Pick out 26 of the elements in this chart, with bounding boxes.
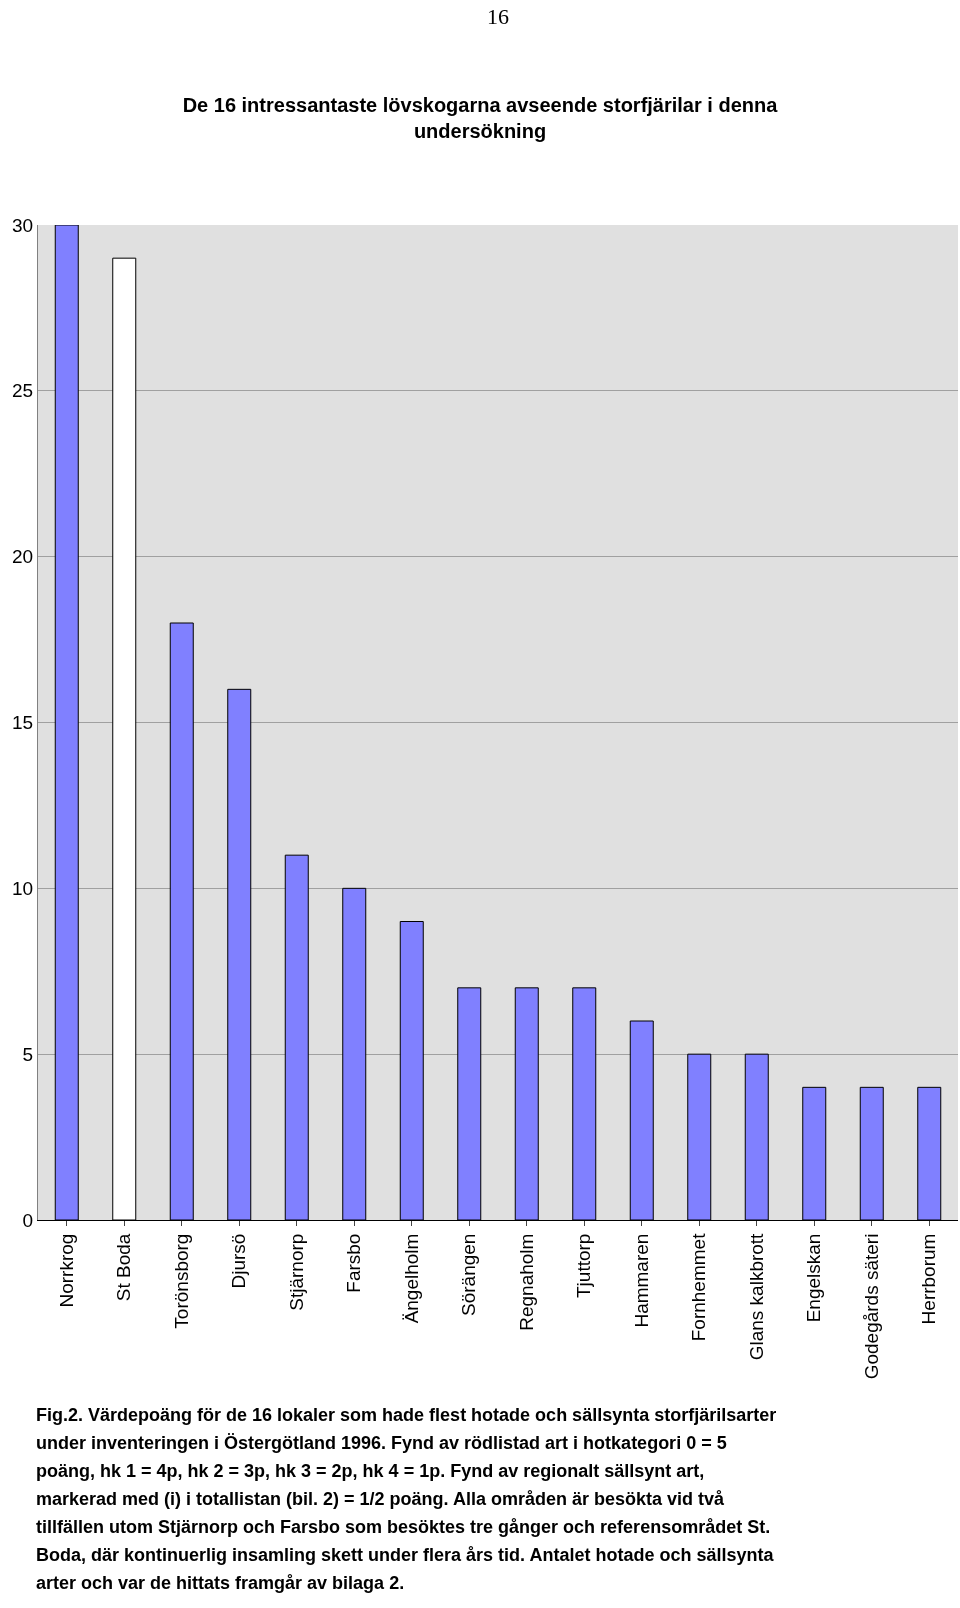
y-tick-label: 10 xyxy=(12,877,34,899)
x-tick-label: Ängelholm xyxy=(400,1233,422,1324)
x-tick-label: Sörängen xyxy=(458,1233,480,1317)
x-tick-label: Tjuttorp xyxy=(573,1233,595,1299)
x-tick-label: Hammaren xyxy=(630,1233,652,1328)
x-tick-label: Djursö xyxy=(228,1233,250,1289)
y-tick-label: 25 xyxy=(12,380,34,402)
x-tick-label: Farsbo xyxy=(343,1233,365,1293)
x-tick-label: Regnaholm xyxy=(515,1233,537,1331)
x-tick-label: Glans kalkbrott xyxy=(745,1232,767,1361)
text: 16 xyxy=(487,4,509,29)
x-tick-label: Godegårds säteri xyxy=(860,1233,882,1380)
y-tick-label: 30 xyxy=(12,214,34,236)
x-tick-label: Engelskan xyxy=(803,1233,825,1323)
x-tick-label: Torönsborg xyxy=(170,1233,192,1329)
y-tick-label: 20 xyxy=(12,546,34,568)
y-tick-label: 15 xyxy=(12,712,34,734)
caption: Fig.2. Värdepoäng för de 16 lokaler som hade flest hotade och sällsynta storfjärilsarter under inventeringen i Östergötland 1996. Fynd av rödlistad art i hotkategori 0 = 5 poäng, hk 1 = 4p, hk 2 = 3p, hk 3 = 2p, hk 4 = 1p. Fynd av regionalt sällsynt art, markerad med (i) i totallistan (bil. 2) = 1/2 poäng. Alla områden är besökta vid två tillfällen utom Stjärnorp och Farsbo som besöktes tre gånger och referensområdet St. Boda, där kontinuerlig insamling skett under flera års tid. Antalet hotade och sällsynta arter och var de hittats framgår av bilaga 2. xyxy=(36,1405,777,1593)
y-tick-label: 5 xyxy=(22,1043,34,1065)
y-tick-label: 0 xyxy=(22,1209,34,1231)
x-tick-label: Herrborum xyxy=(918,1233,940,1325)
x-tick-label: Norrkrog xyxy=(55,1233,77,1308)
x-tick-label: Stjärnorp xyxy=(285,1233,307,1311)
chart-title: De 16 intressantaste lövskogarna avseende storfjärilar i denna undersökning xyxy=(182,94,779,142)
x-tick-label: Fornhemmet xyxy=(688,1232,710,1342)
x-tick-label: St Boda xyxy=(113,1233,135,1302)
